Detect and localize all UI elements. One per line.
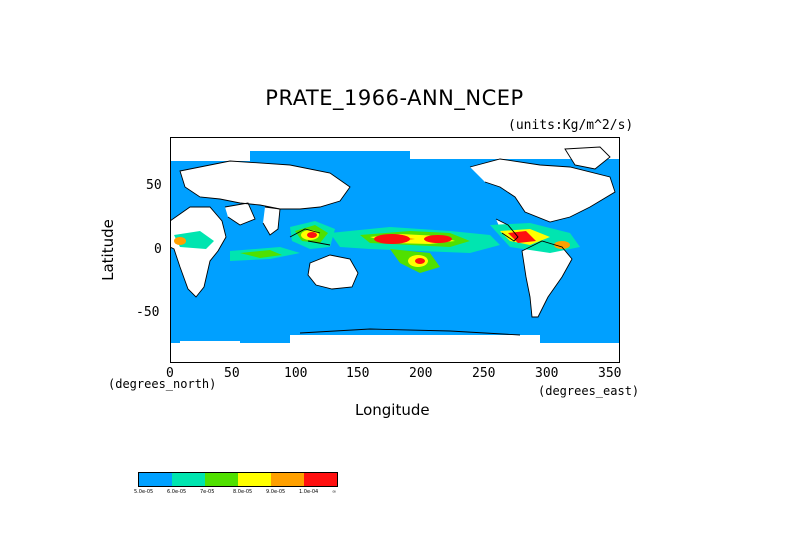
x-unit-note: (degrees_east) <box>538 384 640 398</box>
legend-swatch <box>304 473 337 486</box>
x-tick-label: 300 <box>535 366 559 381</box>
color-legend <box>138 472 338 487</box>
legend-label: 5.0e-05 <box>134 489 154 495</box>
coastlines <box>170 146 616 336</box>
legend-swatch <box>139 473 172 486</box>
map-frame <box>170 137 620 363</box>
chart-title: PRATE_1966-ANN_NCEP <box>265 86 524 110</box>
x-tick-label: 200 <box>409 366 433 381</box>
x-tick-label: 350 <box>598 366 622 381</box>
y-unit-note: (degrees_north) <box>108 377 217 391</box>
legend-swatch <box>238 473 271 486</box>
x-tick-label: 100 <box>284 366 308 381</box>
x-tick-label: 150 <box>346 366 370 381</box>
legend-swatch <box>172 473 205 486</box>
precipitation-map <box>170 137 620 363</box>
units-label: (units:Kg/m^2/s) <box>508 118 634 133</box>
y-tick-label: 50 <box>146 178 162 193</box>
y-axis-label: Latitude <box>99 219 117 281</box>
low-rate-regions <box>170 137 620 363</box>
x-axis-label: Longitude <box>355 401 430 419</box>
legend-swatch <box>205 473 238 486</box>
x-tick-label: 250 <box>472 366 496 381</box>
x-tick-label: 50 <box>224 366 240 381</box>
y-tick-label: 0 <box>154 242 162 257</box>
x-tick-label: 0 <box>166 366 174 381</box>
y-tick-label: -50 <box>136 305 160 320</box>
legend-label: 8.0e-05 <box>233 489 253 495</box>
legend-label: 1.0e-04 <box>299 489 319 495</box>
legend-label: 9.0e-05 <box>266 489 286 495</box>
legend-label: 6.0e-05 <box>167 489 187 495</box>
legend-label: 7e-05 <box>200 489 215 495</box>
legend-end-label: ∞ <box>332 489 337 495</box>
map-svg <box>170 137 620 363</box>
legend-swatch <box>271 473 304 486</box>
